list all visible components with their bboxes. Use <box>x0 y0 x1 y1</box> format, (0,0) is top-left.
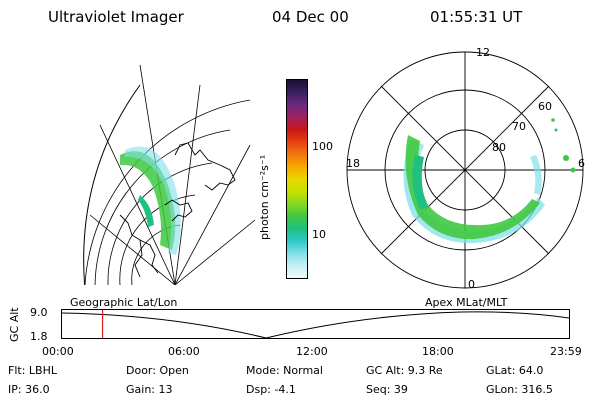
mlat-label-70: 70 <box>512 120 526 133</box>
geo-panel-label: Geographic Lat/Lon <box>70 296 178 309</box>
geo-lon-line <box>174 84 201 285</box>
colorbar-tick-100: 100 <box>312 140 333 153</box>
colorbar-tick-10: 10 <box>312 228 326 241</box>
aurora-oval-polar <box>403 118 576 244</box>
status-seq: Seq: 39 <box>366 383 408 396</box>
altitude-ylabel: GC Alt <box>8 307 21 342</box>
mlt-label-12: 12 <box>476 46 490 59</box>
altitude-xtick-1800: 18:00 <box>422 345 454 358</box>
polar-panel-label: Apex MLat/MLT <box>425 296 508 309</box>
altitude-xtick-2359: 23:59 <box>550 345 582 358</box>
mlt-label-6: 6 <box>578 157 585 170</box>
mlat-label-80: 80 <box>492 141 506 154</box>
status-ip: IP: 36.0 <box>8 383 50 396</box>
colorbar <box>286 79 308 279</box>
geo-lon-line <box>174 219 256 285</box>
status-door: Door: Open <box>126 364 189 377</box>
instrument-title: Ultraviolet Imager <box>48 8 184 26</box>
altitude-xtick-1200: 12:00 <box>296 345 328 358</box>
mlat-label-60: 60 <box>538 100 552 113</box>
earth-limb <box>83 84 141 285</box>
aurora-oval-geo <box>120 146 181 255</box>
mlt-label-18: 18 <box>346 157 360 170</box>
geo-lon-line <box>174 144 251 285</box>
status-dsp: Dsp: -4.1 <box>246 383 296 396</box>
date-label: 04 Dec 00 <box>272 8 349 26</box>
geo-lon-line <box>99 124 176 285</box>
status-mode: Mode: Normal <box>246 364 323 377</box>
status-gc-alt: GC Alt: 9.3 Re <box>366 364 443 377</box>
colorbar-unit-label: photon cm⁻²s⁻¹ <box>258 154 271 240</box>
time-label: 01:55:31 UT <box>430 8 523 26</box>
altitude-ytick-bottom: 1.8 <box>30 330 48 343</box>
status-flt: Flt: LBHL <box>8 364 57 377</box>
polar-image-panel <box>346 51 584 289</box>
altitude-timeline-plot[interactable] <box>61 309 570 339</box>
altitude-curve <box>61 311 570 339</box>
polar-axis-diag <box>380 85 550 255</box>
status-glat: GLat: 64.0 <box>486 364 544 377</box>
altitude-ytick-top: 9.0 <box>30 306 48 319</box>
geo-lon-line <box>89 214 176 285</box>
altitude-xtick-0600: 06:00 <box>168 345 200 358</box>
status-gain: Gain: 13 <box>126 383 173 396</box>
coastlines <box>119 142 236 278</box>
mlt-label-0: 0 <box>468 278 475 291</box>
altitude-plot-frame <box>61 309 570 339</box>
status-glon: GLon: 316.5 <box>486 383 553 396</box>
geo-lat-arc <box>94 129 231 285</box>
geo-lat-arc <box>119 194 196 285</box>
geographic-image-panel <box>83 64 256 285</box>
altitude-xtick-0000: 00:00 <box>42 345 74 358</box>
